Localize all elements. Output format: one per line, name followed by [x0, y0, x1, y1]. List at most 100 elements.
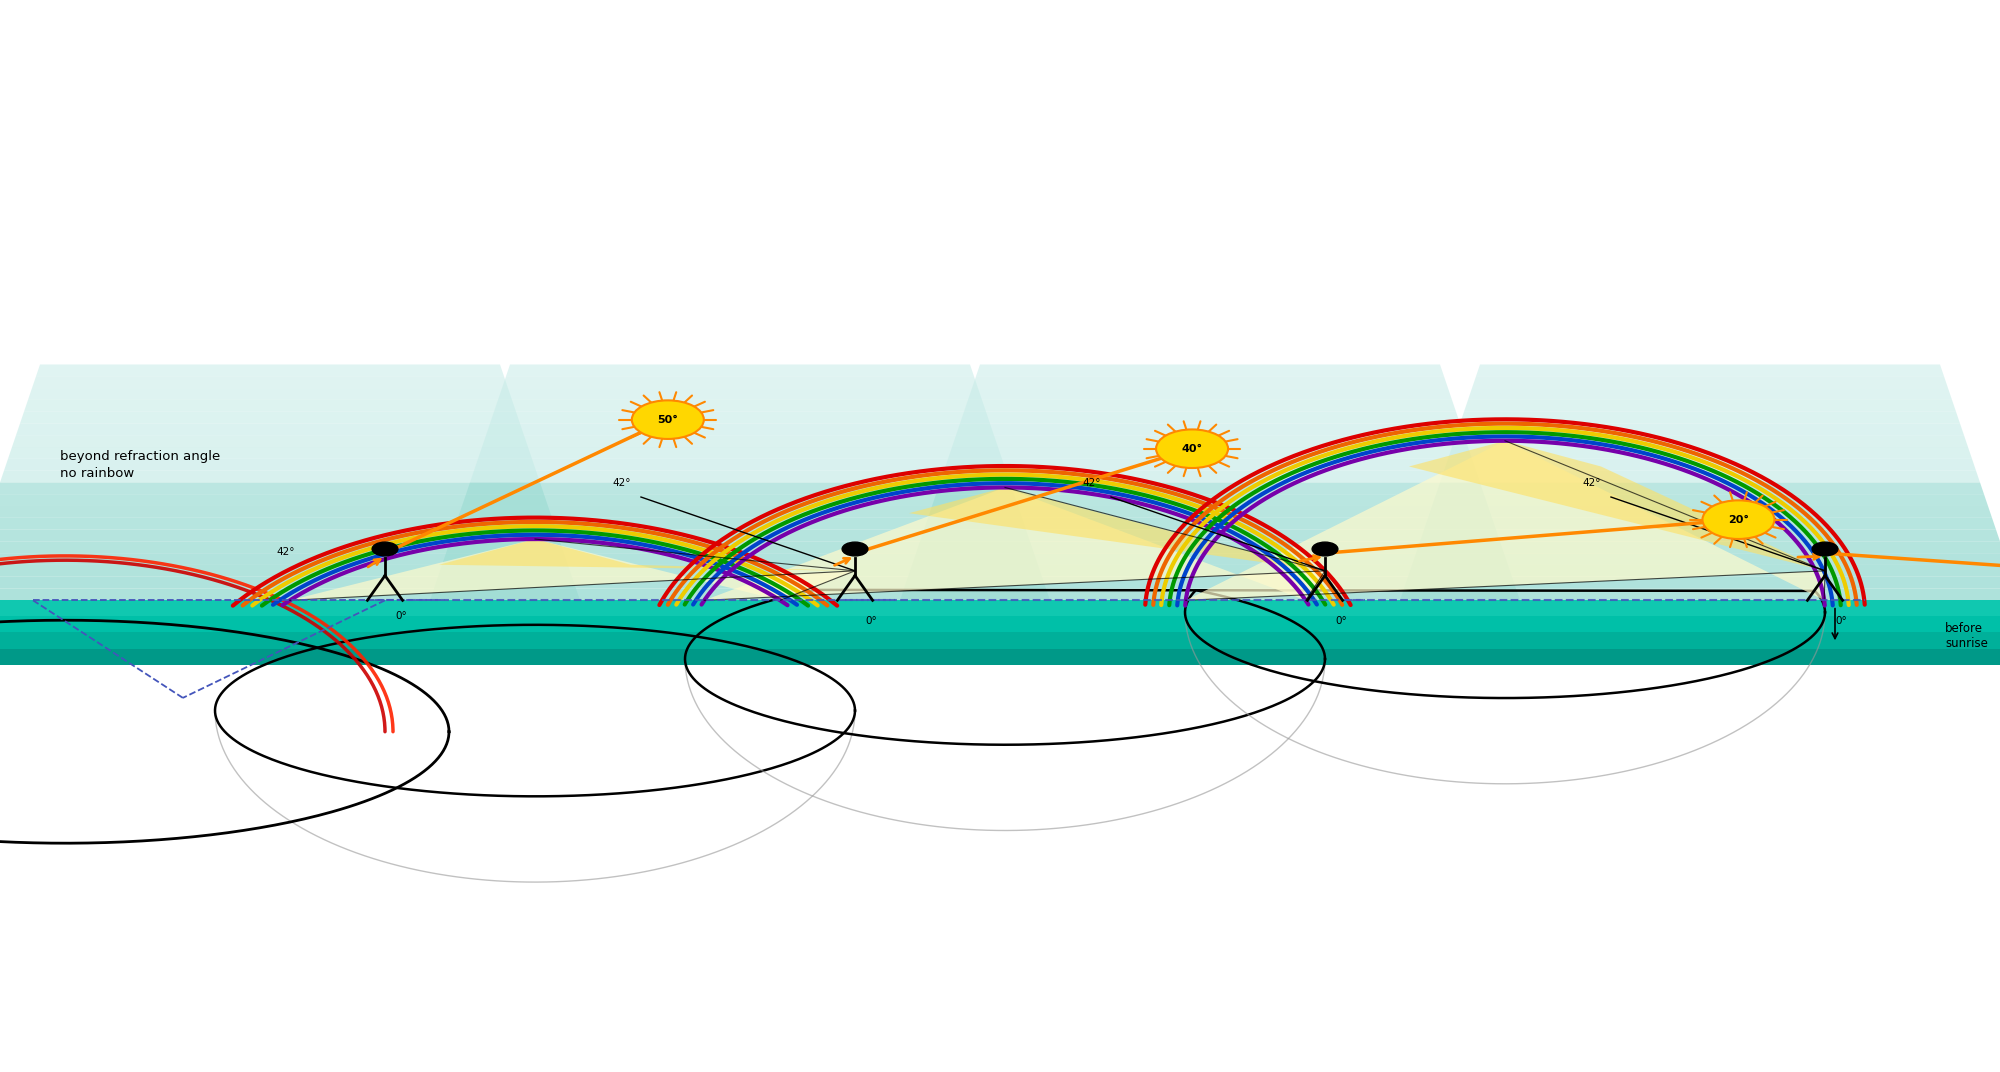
Polygon shape — [956, 423, 1464, 435]
Polygon shape — [454, 518, 1026, 530]
Polygon shape — [1400, 609, 2000, 616]
Polygon shape — [0, 506, 552, 518]
Polygon shape — [0, 553, 568, 565]
Polygon shape — [1460, 412, 1960, 423]
Circle shape — [842, 542, 868, 556]
Polygon shape — [900, 656, 1520, 665]
Polygon shape — [430, 624, 1050, 632]
Polygon shape — [964, 400, 1456, 412]
Polygon shape — [920, 530, 1500, 541]
Text: 0°: 0° — [396, 611, 406, 621]
Circle shape — [632, 400, 704, 438]
Polygon shape — [450, 530, 1030, 541]
Polygon shape — [948, 447, 1472, 459]
Polygon shape — [0, 530, 560, 541]
Polygon shape — [924, 518, 1496, 530]
Polygon shape — [20, 412, 520, 423]
Polygon shape — [1412, 553, 2000, 565]
Polygon shape — [1444, 459, 1976, 471]
Text: 42°: 42° — [276, 547, 294, 556]
Polygon shape — [0, 649, 580, 656]
Polygon shape — [0, 600, 580, 609]
Polygon shape — [0, 518, 556, 530]
Polygon shape — [24, 400, 516, 412]
Polygon shape — [438, 565, 1042, 577]
Polygon shape — [936, 482, 1484, 494]
Polygon shape — [940, 471, 1480, 482]
Polygon shape — [462, 494, 1018, 506]
Circle shape — [1702, 501, 1774, 539]
Polygon shape — [1400, 589, 2000, 600]
Polygon shape — [900, 609, 1520, 616]
Polygon shape — [932, 494, 1488, 506]
Text: 0°: 0° — [1336, 616, 1346, 626]
Polygon shape — [502, 376, 978, 388]
Polygon shape — [474, 459, 1006, 471]
Polygon shape — [900, 624, 1520, 632]
Polygon shape — [1404, 577, 2000, 589]
Polygon shape — [908, 565, 1512, 577]
Circle shape — [1156, 430, 1228, 468]
Polygon shape — [944, 459, 1476, 471]
Polygon shape — [16, 423, 524, 435]
Polygon shape — [904, 577, 1516, 589]
Polygon shape — [1186, 441, 1824, 600]
Circle shape — [1812, 542, 1838, 556]
Polygon shape — [0, 589, 580, 600]
Polygon shape — [900, 616, 1520, 624]
Polygon shape — [470, 471, 1010, 482]
Polygon shape — [912, 553, 1508, 565]
Polygon shape — [478, 447, 1002, 459]
Polygon shape — [490, 412, 990, 423]
Polygon shape — [466, 482, 1014, 494]
Polygon shape — [430, 632, 1050, 640]
Text: 0°: 0° — [1836, 616, 1846, 626]
Polygon shape — [1424, 518, 1996, 530]
Polygon shape — [486, 423, 994, 435]
Polygon shape — [0, 632, 580, 640]
Text: 40°: 40° — [1182, 444, 1202, 453]
Text: 42°: 42° — [1082, 478, 1100, 489]
Polygon shape — [1428, 506, 1992, 518]
Polygon shape — [32, 376, 508, 388]
Polygon shape — [0, 609, 580, 616]
Text: 42°: 42° — [1582, 478, 1600, 489]
Circle shape — [372, 542, 398, 556]
Polygon shape — [900, 632, 1520, 640]
Polygon shape — [430, 656, 1050, 665]
Polygon shape — [430, 609, 1050, 616]
Polygon shape — [1408, 565, 2000, 577]
Polygon shape — [1440, 471, 1980, 482]
Text: beyond refraction angle
no rainbow: beyond refraction angle no rainbow — [60, 450, 220, 480]
Polygon shape — [1400, 600, 2000, 609]
Polygon shape — [28, 388, 512, 400]
Polygon shape — [976, 364, 1444, 376]
Polygon shape — [482, 435, 998, 447]
Polygon shape — [1400, 649, 2000, 656]
Polygon shape — [900, 640, 1520, 649]
Polygon shape — [952, 435, 1468, 447]
Polygon shape — [1432, 494, 1988, 506]
Polygon shape — [1464, 400, 1956, 412]
Polygon shape — [1408, 441, 1824, 570]
Text: 20°: 20° — [1728, 515, 1748, 524]
Polygon shape — [442, 553, 1038, 565]
Polygon shape — [0, 565, 572, 577]
Circle shape — [1312, 542, 1338, 556]
Polygon shape — [0, 616, 580, 624]
Polygon shape — [1400, 616, 2000, 624]
Polygon shape — [0, 656, 580, 665]
Polygon shape — [1452, 435, 1968, 447]
Polygon shape — [494, 400, 986, 412]
Polygon shape — [446, 541, 1034, 553]
Polygon shape — [0, 482, 544, 494]
Polygon shape — [434, 577, 1046, 589]
Polygon shape — [430, 600, 1050, 609]
Polygon shape — [458, 506, 1022, 518]
Polygon shape — [908, 488, 1324, 570]
Polygon shape — [290, 539, 856, 600]
Polygon shape — [1400, 632, 2000, 640]
Polygon shape — [1476, 364, 1944, 376]
Polygon shape — [1456, 423, 1964, 435]
Polygon shape — [1468, 388, 1952, 400]
